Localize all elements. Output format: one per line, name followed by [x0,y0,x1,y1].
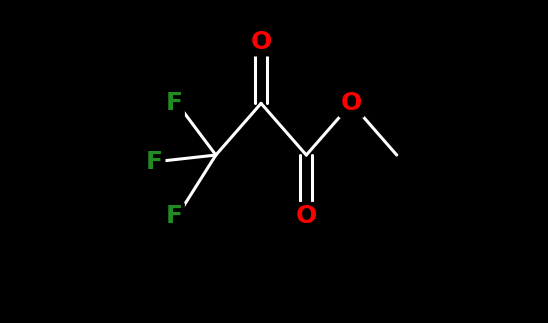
Text: O: O [250,30,272,54]
Text: F: F [165,91,182,115]
Text: F: F [165,91,182,115]
Text: O: O [296,204,317,228]
Text: O: O [250,30,272,54]
Text: O: O [341,91,362,115]
Text: O: O [296,204,317,228]
Text: F: F [146,150,163,173]
Text: F: F [165,204,182,228]
Text: F: F [146,150,163,173]
Text: F: F [165,204,182,228]
Text: O: O [341,91,362,115]
